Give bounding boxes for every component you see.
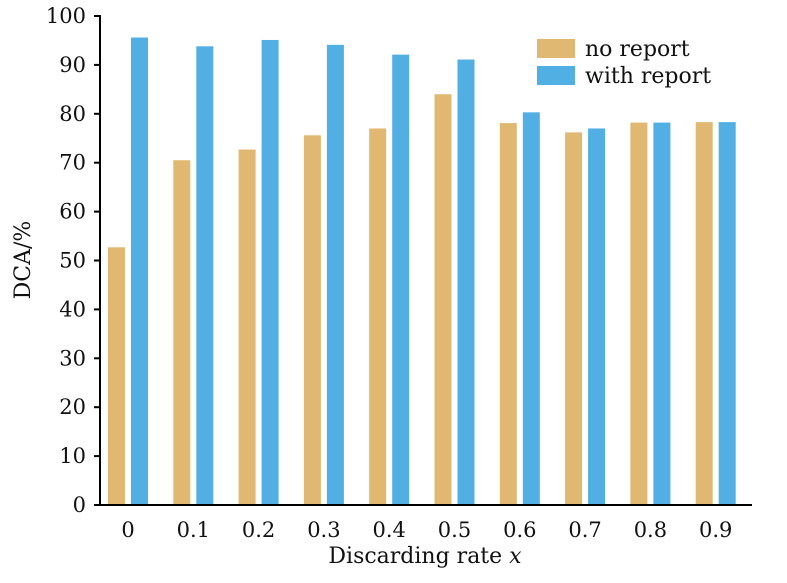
legend-label-with-report: with report bbox=[585, 64, 711, 89]
bar-with-report-0.1 bbox=[196, 46, 214, 506]
x-axis-label-var: x bbox=[509, 544, 522, 569]
bar-no-report-0 bbox=[108, 247, 125, 505]
bars bbox=[108, 37, 736, 506]
x-axis-label: Discarding rate x bbox=[328, 544, 522, 569]
bar-no-report-0.1 bbox=[173, 160, 191, 505]
bar-with-report-0.8 bbox=[653, 122, 671, 506]
x-tick-label: 0 bbox=[121, 518, 134, 542]
bar-with-report-0.6 bbox=[522, 112, 540, 505]
bar-with-report-0.5 bbox=[457, 59, 475, 506]
bar-with-report-0.4 bbox=[392, 54, 410, 505]
y-tick-label: 90 bbox=[59, 53, 86, 77]
bar-with-report-0.2 bbox=[261, 39, 279, 505]
bar-no-report-0.4 bbox=[369, 128, 387, 505]
x-tick-label: 0.4 bbox=[372, 518, 405, 542]
legend-swatch-no-report bbox=[537, 39, 575, 58]
bar-no-report-0.7 bbox=[565, 132, 583, 505]
bar-with-report-0.9 bbox=[718, 122, 736, 505]
y-tick-label: 100 bbox=[46, 4, 86, 28]
bar-with-report-0.7 bbox=[588, 128, 606, 505]
y-tick-label: 60 bbox=[59, 200, 86, 224]
bar-no-report-0.2 bbox=[238, 149, 256, 505]
y-axis-label: DCA/% bbox=[11, 221, 36, 300]
y-tick-label: 0 bbox=[73, 493, 86, 517]
y-tick-label: 30 bbox=[59, 346, 86, 370]
legend-label-no-report: no report bbox=[585, 37, 690, 62]
y-tick-label: 40 bbox=[59, 297, 86, 321]
y-tick-label: 80 bbox=[59, 102, 86, 126]
bar-no-report-0.9 bbox=[695, 122, 713, 505]
bar-no-report-0.3 bbox=[303, 135, 321, 506]
bar-with-report-0 bbox=[131, 37, 148, 506]
x-tick-label: 0.5 bbox=[438, 518, 471, 542]
x-tick-label: 0.9 bbox=[699, 518, 732, 542]
y-tick-label: 50 bbox=[59, 249, 86, 273]
x-tick-label: 0.8 bbox=[634, 518, 667, 542]
y-tick-label: 20 bbox=[59, 395, 86, 419]
bar-no-report-0.8 bbox=[630, 122, 648, 506]
x-tick-label: 0.7 bbox=[568, 518, 601, 542]
x-tick-label: 0.6 bbox=[503, 518, 536, 542]
bar-no-report-0.6 bbox=[499, 123, 517, 505]
x-axis-label-text: Discarding rate bbox=[328, 544, 502, 569]
x-tick-label: 0.1 bbox=[177, 518, 210, 542]
legend-swatch-with-report bbox=[537, 66, 575, 85]
bar-with-report-0.3 bbox=[326, 44, 344, 505]
x-tick-label: 0.2 bbox=[242, 518, 275, 542]
axes: 0 0.1 0.2 0.3 0.4 0.5 0.6 0.7 0.8 0.9 0 10 20 30 40 50 6… bbox=[46, 4, 752, 542]
x-tick-label: 0.3 bbox=[307, 518, 340, 542]
bar-no-report-0.5 bbox=[434, 94, 452, 506]
y-tick-label: 10 bbox=[59, 444, 86, 468]
y-tick-label: 70 bbox=[59, 151, 86, 175]
